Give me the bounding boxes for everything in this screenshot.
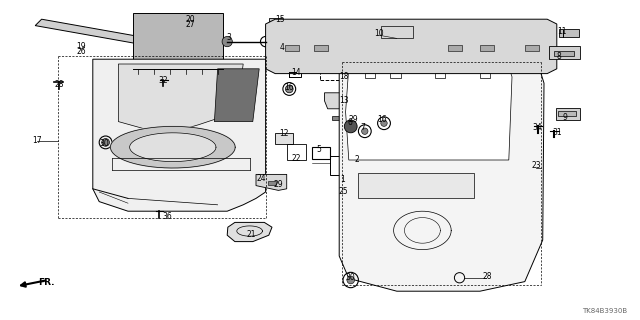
- Text: 6: 6: [348, 118, 353, 127]
- Text: FR.: FR.: [38, 278, 55, 287]
- Polygon shape: [111, 126, 236, 168]
- Text: 2: 2: [354, 155, 359, 164]
- Circle shape: [102, 139, 109, 146]
- Text: 23: 23: [531, 161, 541, 170]
- Bar: [312, 147, 330, 159]
- Text: 31: 31: [552, 128, 562, 137]
- Bar: [269, 18, 282, 26]
- Polygon shape: [275, 133, 293, 144]
- Text: 14: 14: [291, 68, 301, 77]
- Bar: [365, 73, 375, 78]
- Polygon shape: [339, 62, 544, 291]
- Polygon shape: [266, 19, 557, 74]
- Text: 1: 1: [340, 175, 346, 184]
- Text: 11: 11: [557, 27, 566, 36]
- Text: 16: 16: [284, 84, 294, 92]
- Text: 24: 24: [256, 174, 266, 183]
- Bar: [287, 144, 306, 160]
- Polygon shape: [346, 67, 512, 160]
- Circle shape: [344, 120, 357, 133]
- Bar: [435, 73, 445, 78]
- Text: 29: 29: [273, 180, 284, 189]
- Text: 8: 8: [556, 52, 561, 61]
- Text: 28: 28: [483, 272, 492, 281]
- Text: 30: 30: [99, 139, 109, 148]
- Text: 30: 30: [346, 273, 356, 282]
- Bar: [559, 29, 579, 37]
- Bar: [556, 108, 580, 120]
- Text: 7: 7: [360, 124, 365, 132]
- Polygon shape: [133, 13, 223, 69]
- Text: 34: 34: [532, 123, 543, 132]
- Bar: [285, 45, 299, 51]
- Text: 5: 5: [316, 145, 321, 154]
- Bar: [330, 156, 348, 175]
- Text: 36: 36: [163, 212, 173, 221]
- Text: 18: 18: [339, 72, 348, 81]
- Bar: [525, 45, 539, 51]
- Bar: [549, 46, 580, 59]
- Polygon shape: [93, 59, 266, 211]
- Circle shape: [362, 128, 368, 134]
- Text: 12: 12: [279, 129, 288, 138]
- Circle shape: [381, 120, 387, 126]
- Bar: [448, 45, 462, 51]
- Circle shape: [285, 85, 293, 93]
- Text: 29: 29: [348, 115, 358, 124]
- Text: 4: 4: [279, 43, 284, 52]
- Polygon shape: [214, 69, 259, 122]
- Bar: [332, 116, 343, 120]
- Text: 16: 16: [377, 116, 387, 124]
- Text: 21: 21: [247, 230, 256, 239]
- Text: 10: 10: [374, 29, 384, 38]
- Polygon shape: [358, 173, 474, 198]
- Polygon shape: [256, 174, 287, 190]
- Bar: [480, 73, 490, 78]
- Text: 20: 20: [186, 15, 196, 24]
- Text: 17: 17: [32, 136, 42, 145]
- Text: 32: 32: [158, 76, 168, 85]
- Text: 15: 15: [275, 15, 285, 24]
- Bar: [554, 51, 574, 56]
- Circle shape: [222, 36, 232, 47]
- Bar: [390, 73, 401, 78]
- Circle shape: [347, 276, 355, 284]
- Text: 9: 9: [562, 113, 567, 122]
- Polygon shape: [118, 64, 243, 131]
- Text: 3: 3: [227, 33, 232, 42]
- Text: 19: 19: [76, 42, 86, 51]
- Bar: [480, 45, 494, 51]
- Polygon shape: [130, 133, 216, 162]
- Bar: [289, 68, 301, 77]
- Text: 25: 25: [338, 188, 348, 196]
- Polygon shape: [227, 222, 272, 242]
- Text: 13: 13: [339, 96, 349, 105]
- Bar: [320, 54, 358, 80]
- Polygon shape: [35, 19, 141, 43]
- Text: 27: 27: [186, 20, 196, 29]
- Bar: [269, 40, 283, 50]
- Text: TK84B3930B: TK84B3930B: [582, 308, 627, 314]
- Bar: [314, 45, 328, 51]
- Text: 26: 26: [76, 47, 86, 56]
- Text: 22: 22: [292, 154, 301, 163]
- Bar: [268, 181, 276, 185]
- Bar: [558, 111, 576, 116]
- Bar: [381, 26, 413, 38]
- Text: 28: 28: [54, 80, 63, 89]
- Polygon shape: [324, 93, 352, 109]
